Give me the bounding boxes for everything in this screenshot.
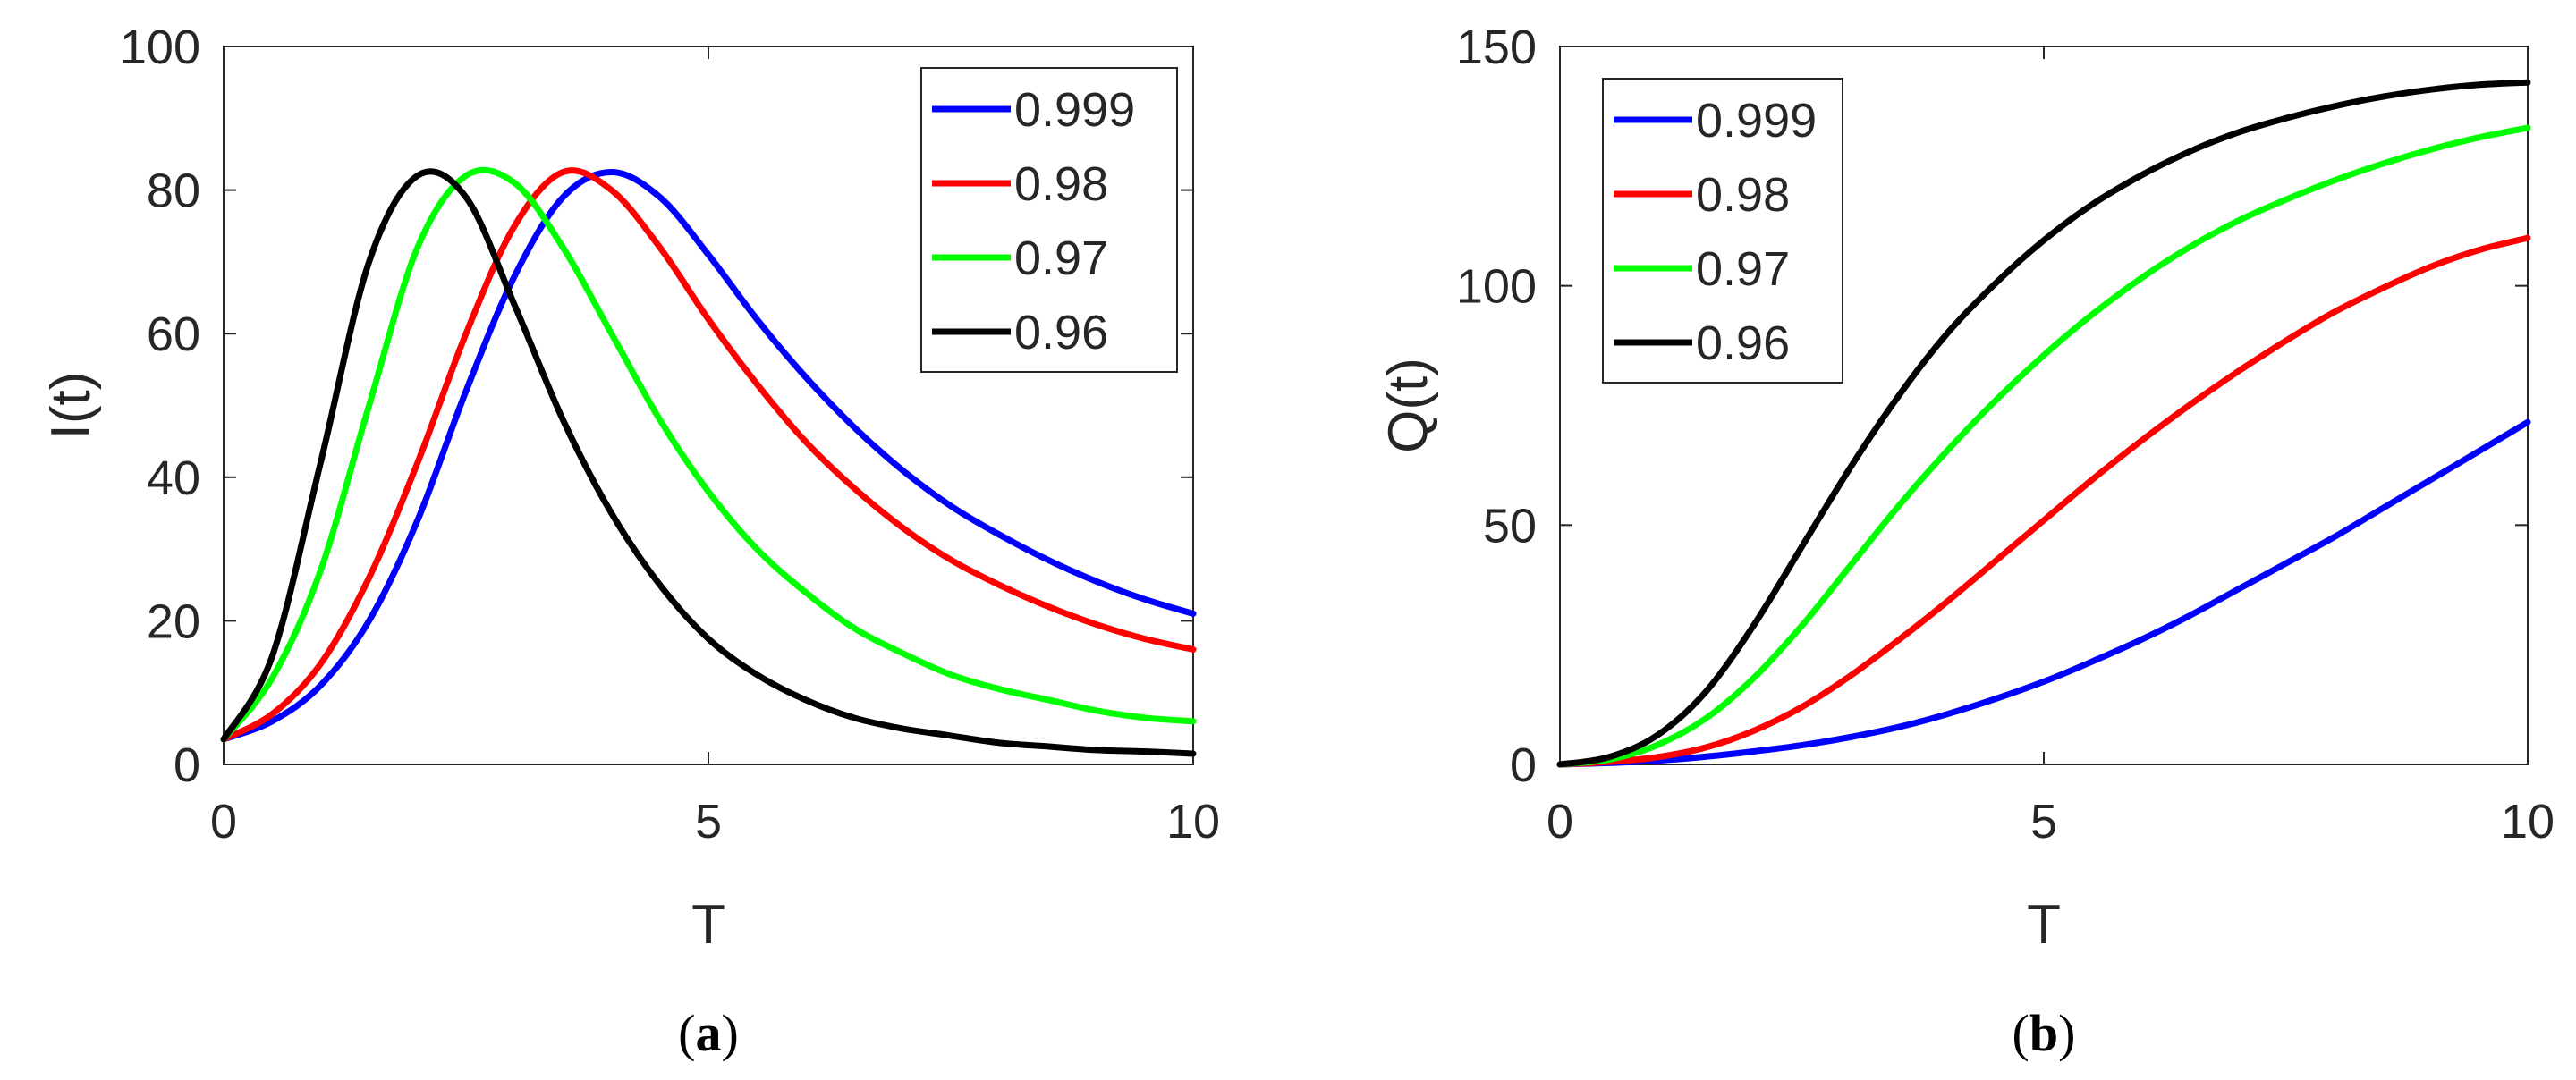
panel-caption: (a) — [678, 1004, 739, 1062]
caption-letter: a — [696, 1004, 722, 1062]
legend-box — [920, 67, 1178, 373]
y-tick-label: 60 — [147, 308, 200, 361]
legend-label: 0.98 — [1014, 157, 1108, 211]
legend-label: 0.96 — [1696, 316, 1790, 370]
x-tick-label: 10 — [1166, 795, 1220, 848]
y-tick-label: 100 — [1456, 260, 1537, 314]
chart-panel-a: 0 5 10020406080100TI(t)0.9990.980.970.96(a… — [40, 21, 1220, 1062]
legend-label: 0.96 — [1014, 306, 1108, 359]
legend-label: 0.97 — [1014, 232, 1108, 285]
y-axis-label: Q(t) — [1377, 358, 1439, 453]
x-axis-label: T — [691, 894, 725, 956]
series-line-0.96 — [1556, 79, 2531, 768]
y-tick-label: 50 — [1483, 499, 1537, 553]
legend: 0.999 0.98 0.97 0.96 — [920, 67, 1178, 373]
series-line-0.999 — [1556, 418, 2531, 768]
legend: 0.999 0.98 0.97 0.96 — [1602, 78, 1843, 384]
legend-label: 0.999 — [1696, 94, 1817, 148]
series-line-0.98 — [220, 167, 1197, 743]
y-tick-label: 150 — [1456, 21, 1537, 74]
x-axis-label: T — [2027, 894, 2061, 956]
series-line-0.98 — [1556, 234, 2531, 768]
y-tick-label: 40 — [147, 451, 200, 505]
y-tick-label: 20 — [147, 595, 200, 648]
y-tick-label: 0 — [1510, 738, 1537, 792]
series-line-0.97 — [220, 166, 1197, 743]
x-tick-label: 0 — [1546, 795, 1573, 848]
y-tick-label: 0 — [174, 738, 200, 792]
series-line-0.96 — [220, 168, 1197, 757]
caption-open: ( — [2012, 1004, 2029, 1062]
legend-label: 0.999 — [1014, 83, 1135, 137]
y-axis-label: I(t) — [40, 372, 102, 440]
x-tick-label: 10 — [2501, 795, 2555, 848]
legend-box — [1602, 78, 1843, 384]
y-tick-label: 80 — [147, 165, 200, 218]
caption-close: ) — [722, 1004, 739, 1062]
panel-caption: (b) — [2012, 1004, 2076, 1062]
x-tick-label: 5 — [695, 795, 722, 848]
x-tick-label: 0 — [210, 795, 237, 848]
caption-open: ( — [678, 1004, 695, 1062]
series-line-0.999 — [220, 169, 1197, 743]
x-tick-label: 5 — [2030, 795, 2057, 848]
legend-label: 0.97 — [1696, 242, 1790, 296]
legend-label: 0.98 — [1696, 168, 1790, 222]
caption-close: ) — [2058, 1004, 2075, 1062]
y-tick-label: 100 — [120, 21, 200, 74]
caption-letter: b — [2029, 1004, 2058, 1062]
series-line-0.97 — [1556, 124, 2531, 768]
